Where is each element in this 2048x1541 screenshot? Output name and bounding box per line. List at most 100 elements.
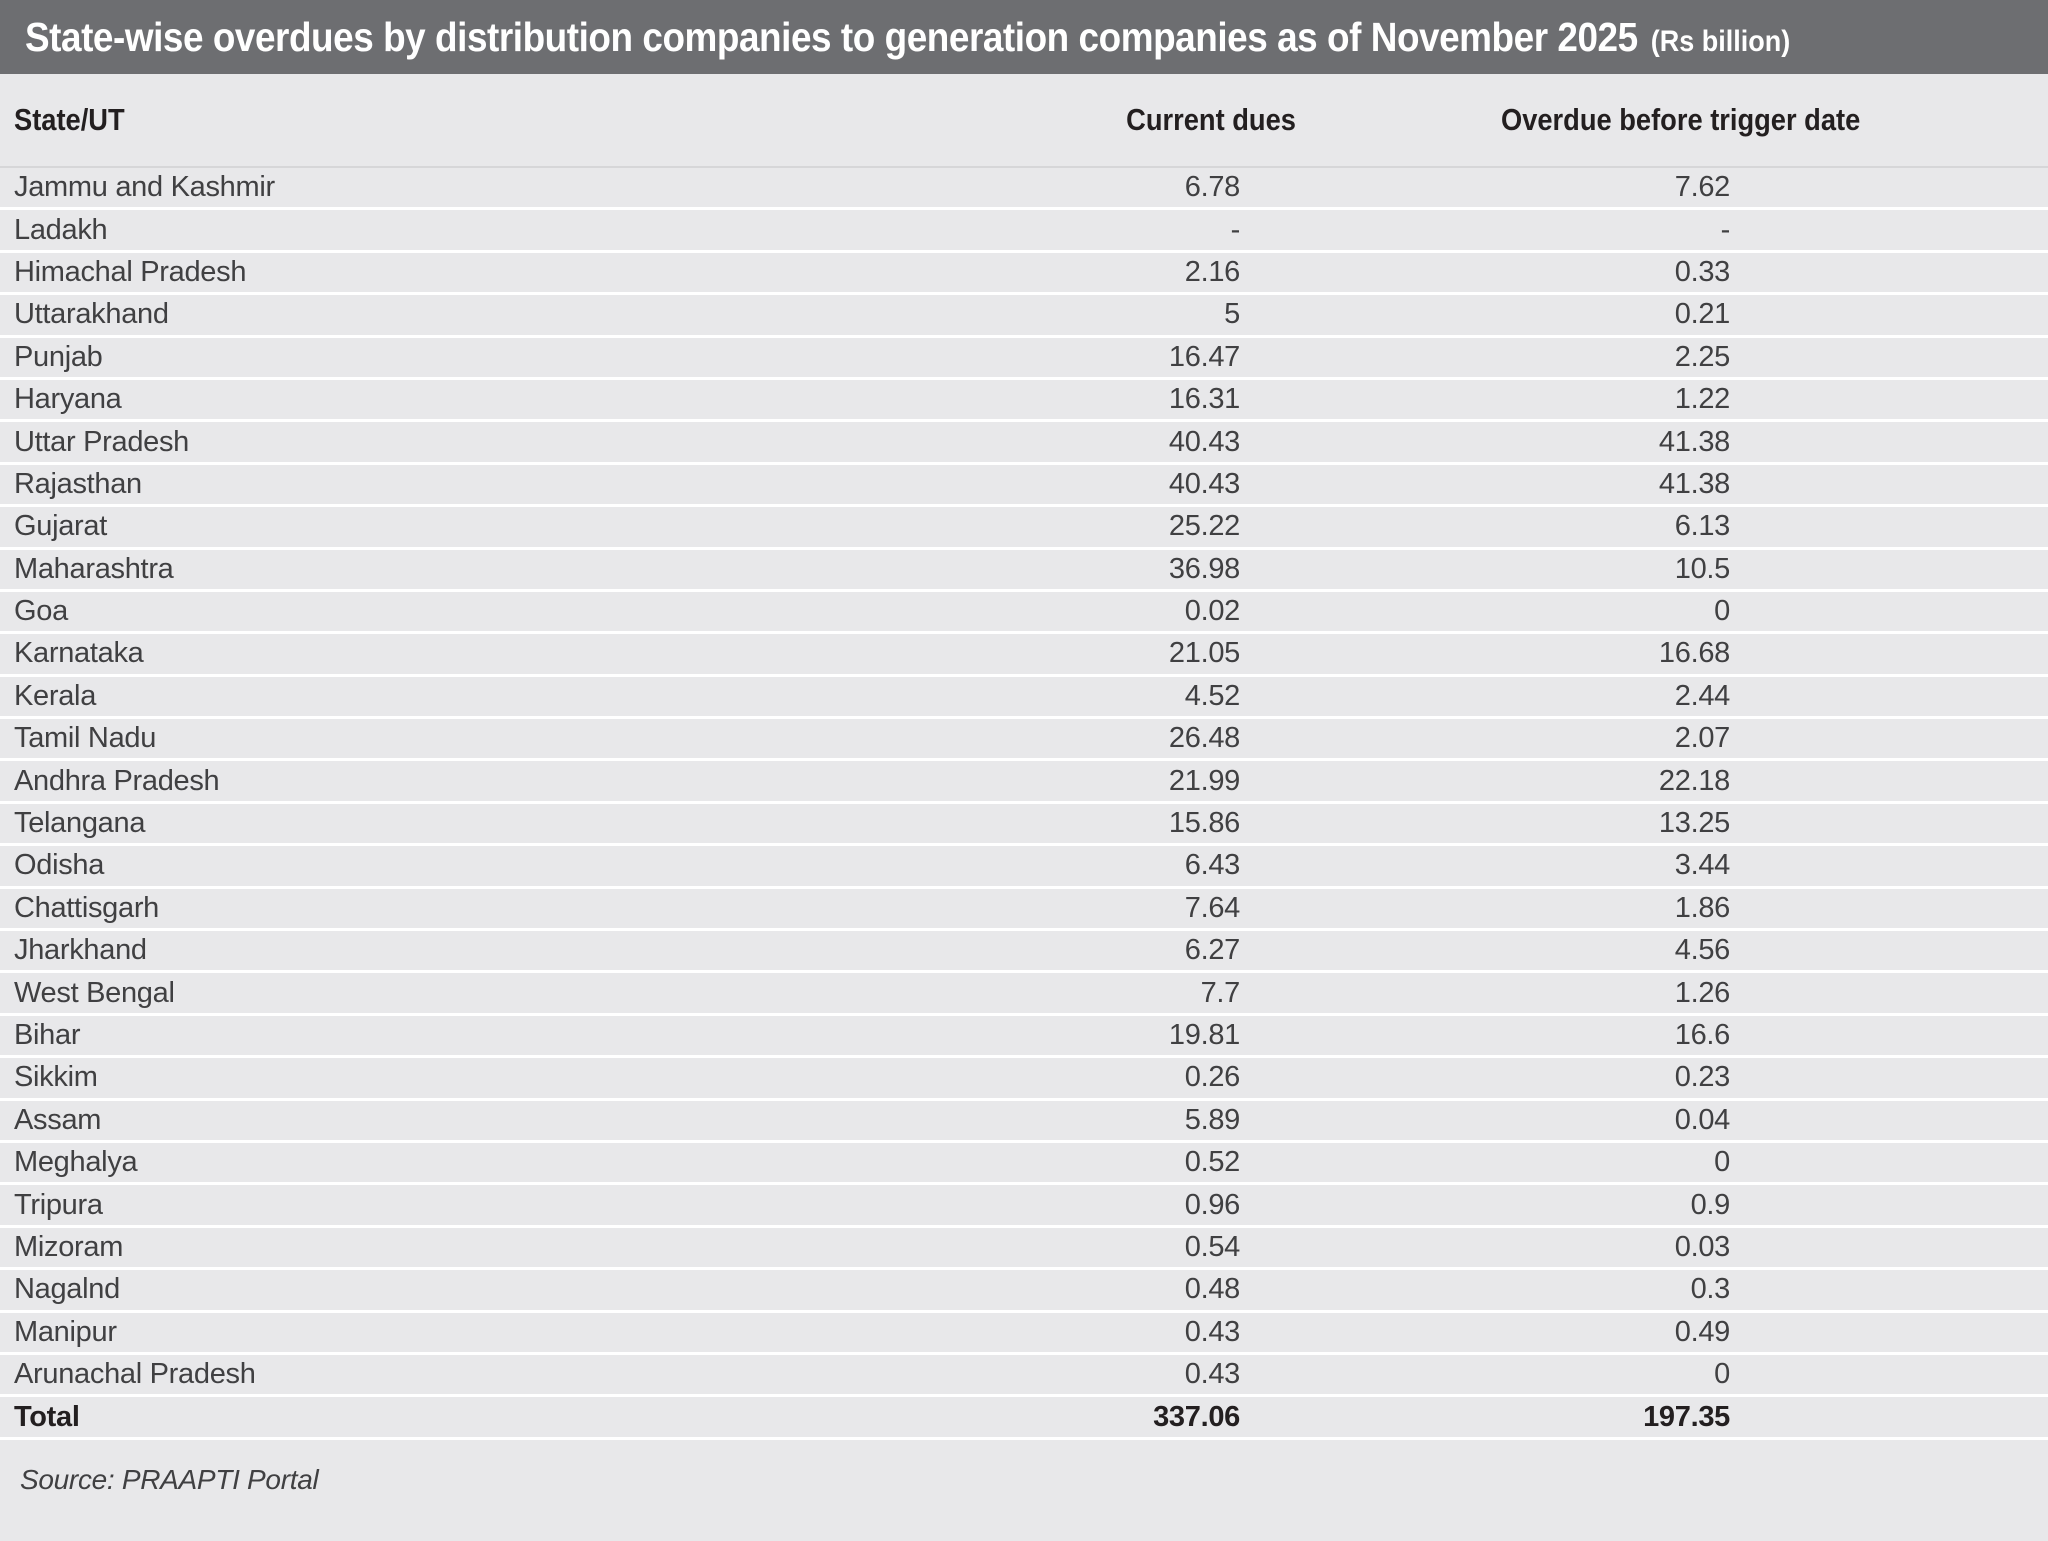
state-name: Haryana — [14, 383, 122, 416]
current-dues-value: 0.43 — [1184, 1315, 1241, 1348]
current-dues-value: 0.26 — [1184, 1061, 1241, 1094]
table-row: Gujarat 25.22 6.13 — [0, 507, 2048, 550]
overdue-value: 0.9 — [1690, 1188, 1731, 1221]
current-dues-value: 6.27 — [1184, 934, 1241, 967]
table-row: Rajasthan 40.43 41.38 — [0, 465, 2048, 508]
column-header-current-dues: Current dues — [1126, 102, 1296, 137]
table-row: West Bengal 7.7 1.26 — [0, 973, 2048, 1016]
state-name: Arunachal Pradesh — [14, 1358, 256, 1391]
state-name: Meghalya — [14, 1146, 138, 1179]
table-row: Haryana 16.31 1.22 — [0, 380, 2048, 423]
overdue-value: 6.13 — [1674, 510, 1731, 543]
current-dues-value: 21.05 — [1168, 637, 1240, 670]
table-row: Goa 0.02 0 — [0, 592, 2048, 635]
table-row: Sikkim 0.26 0.23 — [0, 1058, 2048, 1101]
table-row: Andhra Pradesh 21.99 22.18 — [0, 761, 2048, 804]
state-name: Telangana — [14, 807, 146, 840]
table-row: Ladakh - - — [0, 210, 2048, 253]
overdue-value: 0.23 — [1674, 1061, 1731, 1094]
overdue-value: 0 — [1714, 1358, 1730, 1391]
overdue-value: 1.26 — [1674, 976, 1731, 1009]
table-row: Maharashtra 36.98 10.5 — [0, 550, 2048, 592]
table-row: Jammu and Kashmir 6.78 7.62 — [0, 168, 2048, 211]
table-row: Karnataka 21.05 16.68 — [0, 634, 2048, 677]
state-name: Mizoram — [14, 1230, 124, 1263]
state-name: Ladakh — [14, 213, 108, 246]
table-row: Tamil Nadu 26.48 2.07 — [0, 719, 2048, 762]
state-name: Kerala — [14, 679, 97, 712]
state-name: Goa — [14, 595, 68, 628]
current-dues-value: 4.52 — [1184, 679, 1241, 712]
current-dues-value: 21.99 — [1168, 764, 1240, 797]
state-name: Bihar — [14, 1019, 81, 1051]
table-total-row: Total 337.06 197.35 — [0, 1397, 2048, 1440]
overdue-value: 10.5 — [1674, 552, 1731, 585]
current-dues-value: 40.43 — [1168, 425, 1240, 458]
current-dues-value: 0.96 — [1184, 1188, 1241, 1221]
overdue-value: 2.25 — [1674, 340, 1731, 373]
state-name: Rajasthan — [14, 467, 142, 500]
current-dues-value: - — [1230, 213, 1241, 246]
column-header-state: State/UT — [14, 102, 125, 137]
current-dues-value: 6.78 — [1184, 171, 1241, 204]
table-row: Nagalnd 0.48 0.3 — [0, 1270, 2048, 1313]
table-row: Himachal Pradesh 2.16 0.33 — [0, 253, 2048, 296]
current-dues-value: 40.43 — [1168, 467, 1240, 500]
column-header-overdue: Overdue before trigger date — [1500, 102, 1860, 137]
current-dues-value: 7.64 — [1184, 891, 1241, 924]
state-name: Uttarakhand — [14, 298, 169, 331]
current-dues-value: 16.47 — [1168, 340, 1240, 373]
table-row: Punjab 16.47 2.25 — [0, 338, 2048, 380]
table-row: Odisha 6.43 3.44 — [0, 846, 2048, 889]
table-row: Jharkhand 6.27 4.56 — [0, 931, 2048, 974]
overdue-value: 0.3 — [1690, 1273, 1731, 1306]
table-row: Assam 5.89 0.04 — [0, 1101, 2048, 1143]
overdue-value: 0.49 — [1674, 1315, 1731, 1348]
total-current-dues: 337.06 — [1153, 1400, 1240, 1433]
overdue-value: 16.6 — [1674, 1019, 1731, 1051]
title-line: State-wise overdues by distribution comp… — [25, 14, 1790, 61]
state-name: Manipur — [14, 1315, 117, 1348]
overdue-value: - — [1720, 213, 1731, 246]
overdue-value: 1.86 — [1674, 891, 1731, 924]
total-label: Total — [14, 1400, 80, 1433]
overdue-value: 1.22 — [1674, 383, 1731, 416]
overdue-value: 16.68 — [1658, 637, 1730, 670]
current-dues-value: 25.22 — [1168, 510, 1240, 543]
overdue-value: 0.04 — [1674, 1103, 1731, 1136]
state-name: Karnataka — [14, 637, 144, 670]
current-dues-value: 19.81 — [1168, 1019, 1240, 1051]
table-row: Bihar 19.81 16.6 — [0, 1016, 2048, 1059]
state-name: Nagalnd — [14, 1273, 120, 1306]
current-dues-value: 2.16 — [1184, 255, 1241, 288]
state-name: Gujarat — [14, 510, 107, 543]
title-bar: State-wise overdues by distribution comp… — [0, 0, 2048, 74]
overdue-value: 7.62 — [1674, 171, 1731, 204]
table-row: Arunachal Pradesh 0.43 0 — [0, 1355, 2048, 1398]
current-dues-value: 5.89 — [1184, 1103, 1241, 1136]
state-name: Assam — [14, 1103, 102, 1136]
state-name: West Bengal — [14, 976, 175, 1009]
overdue-value: 0.33 — [1674, 255, 1731, 288]
overdue-value: 0.03 — [1674, 1230, 1731, 1263]
table-row: Meghalya 0.52 0 — [0, 1143, 2048, 1186]
table-header-row: State/UT Current dues Overdue before tri… — [0, 74, 2048, 168]
current-dues-value: 0.52 — [1184, 1146, 1241, 1179]
table-row: Mizoram 0.54 0.03 — [0, 1228, 2048, 1271]
table-row: Uttar Pradesh 40.43 41.38 — [0, 422, 2048, 465]
current-dues-value: 5 — [1224, 298, 1240, 331]
current-dues-value: 0.43 — [1184, 1358, 1241, 1391]
current-dues-value: 15.86 — [1168, 807, 1240, 840]
state-name: Chattisgarh — [14, 891, 159, 924]
overdue-value: 0 — [1714, 595, 1730, 628]
state-name: Jammu and Kashmir — [14, 171, 275, 204]
state-name: Sikkim — [14, 1061, 98, 1094]
state-name: Jharkhand — [14, 934, 147, 967]
current-dues-value: 26.48 — [1168, 722, 1240, 755]
state-name: Himachal Pradesh — [14, 255, 247, 288]
table-body: Jammu and Kashmir 6.78 7.62 Ladakh - - H… — [0, 168, 2048, 1398]
overdue-value: 0.21 — [1674, 298, 1731, 331]
current-dues-value: 0.48 — [1184, 1273, 1241, 1306]
overdue-value: 2.07 — [1674, 722, 1731, 755]
